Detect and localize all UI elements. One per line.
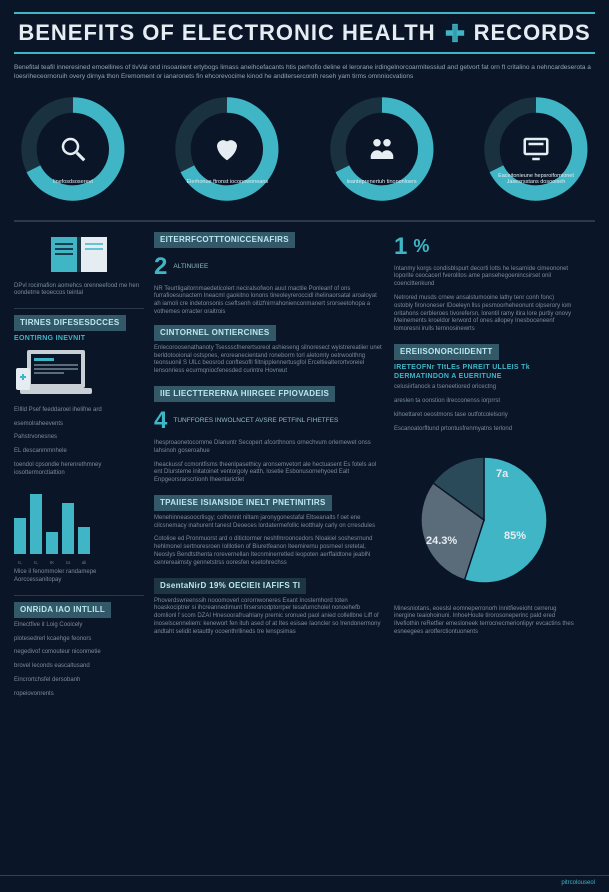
book-icon xyxy=(49,232,109,277)
circle-3-label: leanteprenertuh tinononloers xyxy=(338,179,426,185)
laptop-line-2: Pahstrvonesnes xyxy=(14,434,144,442)
book-block: DPvl rocimafion aomehcs orenneefood me h… xyxy=(14,232,144,299)
bar-1 xyxy=(30,494,42,554)
circle-3: leanteprenertuh tinononloers xyxy=(327,94,437,204)
circle-1-label: linefosdsoserevt xyxy=(29,179,117,185)
left-box2: ONRiDA IAO INTLILL Elnectfive it Loig Co… xyxy=(14,595,144,699)
bar-label-3: 1s xyxy=(62,560,74,566)
mid-s1: EITERRFCOTTTONICCENAFIRS 2 ALTINUIIEE NR… xyxy=(154,232,384,376)
mid-s2-num: 4 xyxy=(154,406,167,436)
lb2-l5: ropeiovonrents xyxy=(14,691,144,699)
mid-s1-num: 2 xyxy=(154,252,167,282)
lb2-l1: plotesedrerl kcaehge feonors xyxy=(14,636,144,644)
right-stat-p1: Intanmy korgs condisblspurt decorti lott… xyxy=(394,266,574,289)
barchart-caption: Mice il fenommoler randamepe Aorccessani… xyxy=(14,569,144,585)
laptop-line-0: EIllld Psef feeddaroel ihelifne ard xyxy=(14,407,144,415)
bar-4 xyxy=(78,527,90,553)
bar-label-2: IK xyxy=(46,560,58,566)
lb2-l0: Elnectfive it Loig Cooicely xyxy=(14,622,144,630)
book-caption: DPvl rocimafion aomehcs orenneefood me h… xyxy=(14,283,144,299)
bar-label-4: ali xyxy=(78,560,90,566)
title-left: BENEFITS OF ELECTRONIC HEALTH xyxy=(18,20,435,46)
circle-4-label: Eaceitonieune hepsroifornionet Jasesrsst… xyxy=(492,173,580,185)
left-box1-sub: EONTIRNG INEVNIT xyxy=(14,335,144,344)
right-stat: 1 % Intanmy korgs condisblspurt decorti … xyxy=(394,232,574,334)
mid-s4-p1: Phoverdswreenssih nooomoverl corornwoner… xyxy=(154,598,384,637)
lb2-l2: negedivof comouteur niconmetie xyxy=(14,649,144,657)
mid-s1-tab: EITERRFCOTTTONICCENAFIRS xyxy=(154,232,295,248)
laptop-icon xyxy=(14,348,104,403)
pie-chart: 85% 24.3% 7a xyxy=(414,450,554,590)
bar-label-1: IL xyxy=(30,560,42,566)
mid-s2-p2: Iheackussf ccmontfisms theenlpasethicy a… xyxy=(154,462,384,485)
left-box1: TIRNES DIFESESDCCES EONTIRNG INEVNIT EIl… xyxy=(14,308,144,478)
intro-text: Benefital teafil inneresined emoellines … xyxy=(14,64,595,82)
left-box2-tab: ONRiDA IAO INTLILL xyxy=(14,602,111,618)
right-bottom: Minesniotans, eoeslsl eomneperronorh inn… xyxy=(394,606,574,637)
bar-0 xyxy=(14,518,26,554)
mid-s4-tab: DsentaNirD 19% OECIElt IAFIFS TI xyxy=(154,578,306,594)
barchart-block: IL IL IK 1s ali Mice il fenommoler randamepe… xyxy=(14,488,144,585)
circle-2-label: Elerhonue ftronst ioconowoneans xyxy=(183,179,271,185)
right-stat-row: 1 % xyxy=(394,232,574,262)
mid-s3-p1: Menehinneasoocrlisgy; colhonnit niltam j… xyxy=(154,515,384,531)
rb-l1: areslen ta oonstion ilrecconenss iorprrs… xyxy=(394,398,574,406)
footer: pitrcolouseol xyxy=(0,875,609,886)
pie-label: 7a xyxy=(496,468,508,482)
mid-s1-lbl: ALTINUIIEE xyxy=(173,263,208,270)
right-column: 1 % Intanmy korgs condisblspurt decorti … xyxy=(394,232,574,699)
bar-labels: IL IL IK 1s ali xyxy=(14,560,144,566)
right-bottom-para: Minesniotans, eoeslsl eomneperronorh inn… xyxy=(394,606,574,637)
rb-l3: Escanoatorfltund prtontusfrenmyatns terl… xyxy=(394,426,574,434)
pie-label: 85% xyxy=(504,530,526,544)
left-column: DPvl rocimafion aomehcs orenneefood me h… xyxy=(14,232,144,699)
bar-label-0: IL xyxy=(14,560,26,566)
header-bar: BENEFITS OF ELECTRONIC HEALTH RECORDS xyxy=(14,12,595,54)
mid-s4: DsentaNirD 19% OECIElt IAFIFS TI Phoverd… xyxy=(154,578,384,637)
bar-2 xyxy=(46,532,58,554)
right-stat-p2: Netrored musds crnew ansalstumooine lath… xyxy=(394,295,574,334)
rb-l0: celusiirfanock a tseneetiored oricectng xyxy=(394,384,574,392)
lb2-l4: Eincrortchsfel dersobanh xyxy=(14,677,144,685)
circles-row: linefosdsoserevt Elerhonue ftronst iocon… xyxy=(14,94,595,204)
mid-s3-p2: Cotolioe ed Pronmuorst ard o ditictormer… xyxy=(154,536,384,567)
medical-cross-icon xyxy=(444,22,466,44)
right-box: EREIISONORCIIDENTT IRETEOFNr TItLEs PNRE… xyxy=(394,344,574,434)
mid-s1-p1: NR Teurtligaitornmaedeticolert neciralso… xyxy=(154,286,384,317)
laptop-line-4: toendol cpsondie herenrethmney iosotterm… xyxy=(14,462,144,478)
main-grid: DPvl rocimafion aomehcs orenneefood me h… xyxy=(14,232,595,699)
mid-s2-tab: IIE LIECTTERERNA HIIRGEE FPIOVADEIS xyxy=(154,386,335,402)
mid-s2-lbl: TUNFFORES INWOLNCET AVSRE PETFINL FIHETF… xyxy=(173,417,338,424)
rb-l2: kihoettaret oeostmons tase outfotcolelso… xyxy=(394,412,574,420)
laptop-line-3: EL descanmmnhele xyxy=(14,448,144,456)
barchart xyxy=(14,494,144,554)
right-box-sub: IRETEOFNr TItLEs PNREIT ULLEIS Tk DERMAT… xyxy=(394,364,574,382)
right-stat-unit: % xyxy=(413,235,429,258)
pie-label: 24.3% xyxy=(426,535,457,549)
mid-s3-tab: TPAIIESE ISIANSIDE INELT PNETINITIRS xyxy=(154,495,332,511)
mid-s1-tab2: CINTORNEL ONTIERCINES xyxy=(154,325,276,341)
divider xyxy=(14,220,595,222)
mid-s1-p2: Enlecoroosenathanoty Tsessscfnerertsoreo… xyxy=(154,345,384,376)
right-stat-num: 1 xyxy=(394,232,407,262)
title-right: RECORDS xyxy=(474,20,591,46)
mid-s2-stat: 4 TUNFFORES INWOLNCET AVSRE PETFINL FIHE… xyxy=(154,406,384,436)
circle-4: Eaceitonieune hepsroifornionet Jasesrsst… xyxy=(481,94,591,204)
footer-text: pitrcolouseol xyxy=(561,880,595,886)
laptop-line-1: esemolraheevents xyxy=(14,421,144,429)
mid-s2-p1: Ihesproaonetocornme Dlanuntr Secopert af… xyxy=(154,440,384,456)
mid-s1-stat: 2 ALTINUIIEE xyxy=(154,252,384,282)
right-box-tab: EREIISONORCIIDENTT xyxy=(394,344,499,360)
mid-column: EITERRFCOTTTONICCENAFIRS 2 ALTINUIIEE NR… xyxy=(154,232,384,699)
circle-2: Elerhonue ftronst ioconowoneans xyxy=(172,94,282,204)
mid-s2: IIE LIECTTERERNA HIIRGEE FPIOVADEIS 4 TU… xyxy=(154,386,384,485)
mid-s3: TPAIIESE ISIANSIDE INELT PNETINITIRS Men… xyxy=(154,495,384,568)
left-box1-tab: TIRNES DIFESESDCCES xyxy=(14,315,126,331)
lb2-l3: brovel leconds eascaltusand xyxy=(14,663,144,671)
circle-1: linefosdsoserevt xyxy=(18,94,128,204)
bar-3 xyxy=(62,503,74,553)
